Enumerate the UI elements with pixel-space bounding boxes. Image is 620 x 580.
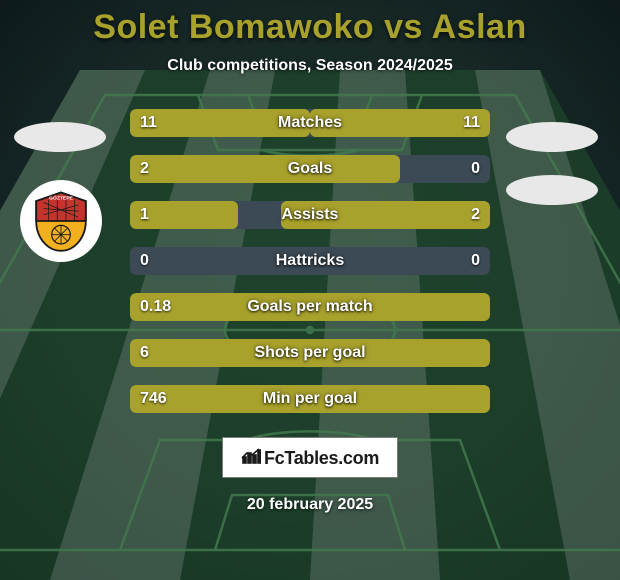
date-label: 20 february 2025 (247, 496, 373, 514)
stat-label: Min per goal (130, 385, 490, 413)
branding-box: FcTables.com (222, 437, 398, 478)
stat-label: Goals per match (130, 293, 490, 321)
stat-label: Goals (130, 155, 490, 183)
stat-row: 00Hattricks (130, 247, 490, 275)
page-subtitle: Club competitions, Season 2024/2025 (167, 57, 452, 75)
stat-label: Assists (130, 201, 490, 229)
chart-icon (241, 448, 261, 469)
stat-row: 0.18Goals per match (130, 293, 490, 321)
stat-row: 20Goals (130, 155, 490, 183)
stat-label: Shots per goal (130, 339, 490, 367)
stat-label: Hattricks (130, 247, 490, 275)
stat-row: 1111Matches (130, 109, 490, 137)
stat-row: 746Min per goal (130, 385, 490, 413)
page-title: Solet Bomawoko vs Aslan (93, 8, 526, 47)
stat-row: 6Shots per goal (130, 339, 490, 367)
branding-logo: FcTables.com (241, 448, 379, 469)
stat-row: 12Assists (130, 201, 490, 229)
branding-text: FcTables.com (264, 448, 379, 468)
stats-container: 1111Matches 20Goals 12Assists 00Hattricks 0.… (130, 109, 490, 413)
stat-label: Matches (130, 109, 490, 137)
